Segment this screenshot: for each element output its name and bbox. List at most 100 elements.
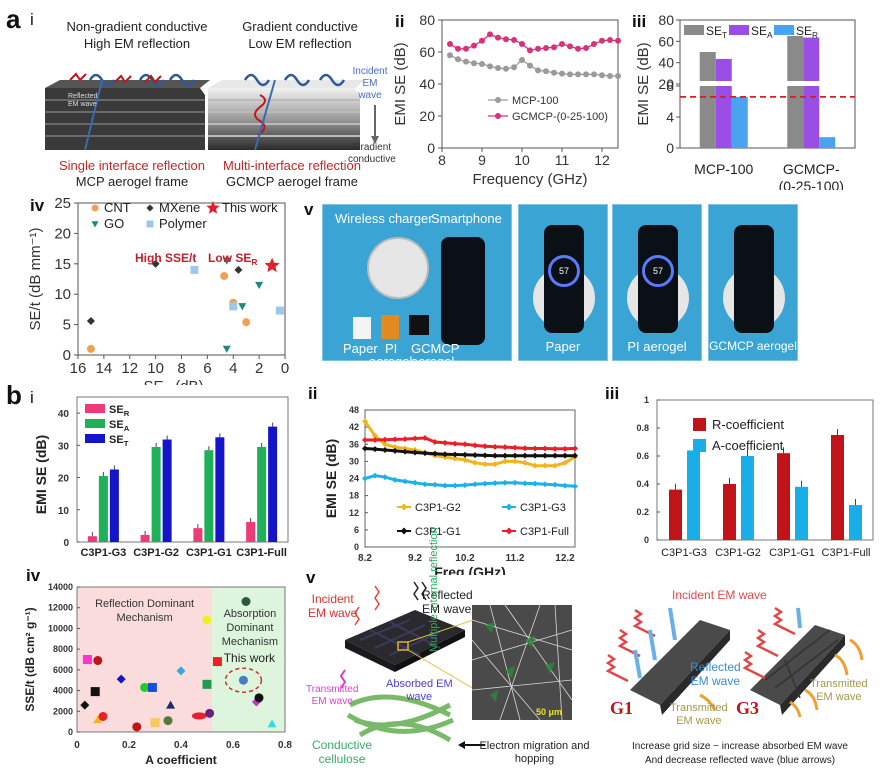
data-point <box>512 444 518 451</box>
data-point <box>447 52 453 59</box>
bar-SE_T <box>109 469 119 542</box>
data-point <box>519 57 525 63</box>
legend-label: R-coefficient <box>712 417 784 432</box>
legend-label: GCMCP-(0-25-100) <box>512 111 608 123</box>
data-point <box>402 478 408 485</box>
data-point <box>482 461 488 468</box>
photo-gcmcp-aerogel: GCMCP aerogel <box>708 204 798 361</box>
data-point <box>422 450 428 457</box>
x-tick-label: 0.2 <box>122 740 136 751</box>
y-tick-label: 10 <box>54 286 71 303</box>
legend-label: MXene <box>159 200 200 215</box>
data-point <box>267 719 277 728</box>
plot-frame <box>76 586 286 733</box>
data-point <box>462 482 468 489</box>
data-point <box>543 45 549 51</box>
bar-SE_R <box>731 96 748 148</box>
data-point <box>447 41 453 47</box>
x-tick-label: 0.6 <box>226 740 240 751</box>
data-point <box>382 474 388 481</box>
data-point-GO <box>222 257 231 265</box>
smartphone-image <box>441 237 485 345</box>
data-point <box>552 481 558 488</box>
legend-marker <box>505 503 513 511</box>
data-point <box>502 458 508 465</box>
y-tick-label: 0.6 <box>636 451 649 461</box>
legend-swatch-marker <box>495 113 501 119</box>
gradient-label-2: conductive <box>348 154 396 165</box>
aerogel-blocks-illustration: Reflected EM wave <box>45 72 379 151</box>
data-point <box>471 60 477 67</box>
y-tick-label: 30 <box>349 456 359 466</box>
x-tick-label: 10 <box>514 152 530 168</box>
bar-A-coefficient <box>849 505 862 540</box>
x-axis-label: Frequency (GHz) <box>472 171 587 188</box>
legend-marker <box>91 204 99 212</box>
x-tick-label: 0 <box>74 740 80 751</box>
x-tick-label: 0 <box>281 360 289 377</box>
y-tick-label: 20 <box>58 474 70 485</box>
incident-label-1: Incident <box>352 66 388 77</box>
charging-indicator: 57 <box>548 255 580 287</box>
plot-frame <box>656 399 874 541</box>
data-point <box>492 452 498 459</box>
data-point <box>532 480 538 487</box>
x-tick-label: 12.2 <box>555 553 575 564</box>
annotation-high-sse: High SSE/t <box>135 251 196 265</box>
data-point <box>511 37 517 43</box>
category-label: C3P1-G1 <box>186 547 232 559</box>
b-vi-reflected-label-1: Reflected <box>690 660 741 674</box>
y-tick-label: 0.4 <box>636 479 649 489</box>
b-vi-caption-2: And decrease reflected wave (blue arrows… <box>644 755 836 766</box>
bar-SE_T <box>699 52 716 148</box>
data-point <box>482 480 488 487</box>
pi-label-2: aerogel <box>369 354 413 369</box>
data-point <box>583 71 589 78</box>
mcp-block <box>45 72 210 151</box>
data-point <box>572 452 578 459</box>
data-point <box>98 711 108 721</box>
data-point <box>527 47 533 54</box>
multiple-reflection-label: Multiple internal reflection <box>428 527 440 652</box>
b-vi-transmitted-g3-1: Transmitted <box>810 678 868 690</box>
data-point <box>455 45 461 52</box>
gcmcp-block <box>208 73 365 151</box>
data-point <box>479 61 485 67</box>
b-vi-caption-1: Increase grid size ~ increase absorbed E… <box>632 741 848 752</box>
data-point <box>132 722 142 732</box>
legend-label: SEA <box>109 419 130 433</box>
data-point <box>562 445 568 452</box>
data-point <box>607 73 613 79</box>
panel-label-b-iv: iv <box>26 566 41 585</box>
x-tick-label: 11.2 <box>506 553 525 564</box>
data-point <box>527 62 533 69</box>
bar-A-coefficient <box>741 456 754 540</box>
legend-label: C3P1-G1 <box>415 526 461 538</box>
data-point <box>147 682 157 692</box>
data-point-CNT <box>220 271 229 280</box>
cellulose-label-1: Conductive <box>312 738 373 752</box>
panel-label-b-i: i <box>30 388 34 407</box>
b-reflected-label-2: EM wave <box>422 602 472 616</box>
data-point-GO <box>238 303 247 311</box>
data-point <box>116 674 126 684</box>
data-point <box>583 45 589 51</box>
data-point <box>442 482 448 489</box>
data-point <box>212 657 222 667</box>
data-point <box>552 445 558 452</box>
photo-pi-label: PI aerogel <box>627 339 687 354</box>
data-point <box>492 480 498 487</box>
y-tick-label: 8000 <box>53 644 73 654</box>
data-point <box>591 41 597 47</box>
y-axis-label: EMI SE (dB) <box>635 42 652 125</box>
data-point <box>502 452 508 459</box>
bar-SE_A <box>715 58 732 148</box>
y-tick-label: 18 <box>349 491 359 501</box>
data-point <box>432 438 438 445</box>
category-label: C3P1-G3 <box>80 547 126 559</box>
data-point <box>542 452 548 459</box>
grid-blocks-illustration <box>605 606 864 718</box>
x-tick-label: 9 <box>478 152 486 168</box>
this-work-point <box>238 675 248 685</box>
conductive-cellulose-fibers <box>346 694 455 743</box>
